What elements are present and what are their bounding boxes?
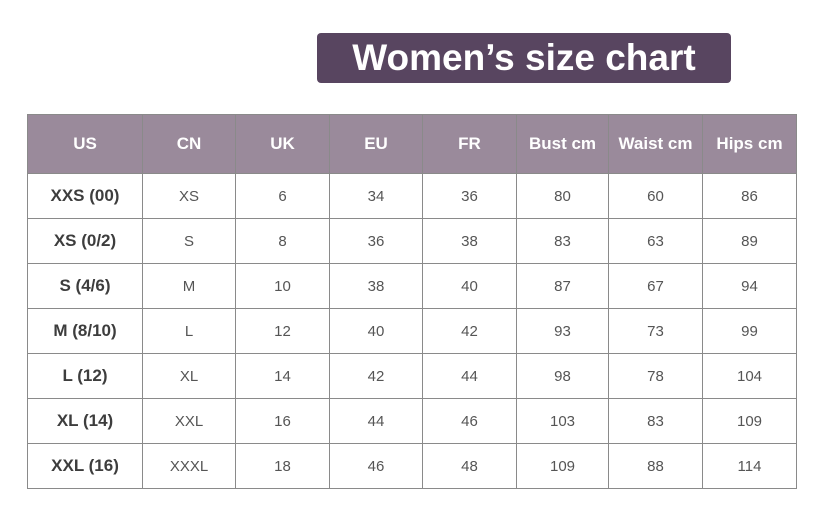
table-cell: 10 — [235, 263, 330, 309]
table-cell: 83 — [516, 218, 609, 264]
table-cell: 18 — [235, 443, 330, 489]
table-cell: 42 — [422, 308, 517, 354]
table-cell: 36 — [422, 173, 517, 219]
table-row: XS (0/2) S 8 36 38 83 63 89 — [27, 218, 797, 264]
table-cell: 34 — [329, 173, 423, 219]
table-cell: S — [142, 218, 236, 264]
table-row: L (12) XL 14 42 44 98 78 104 — [27, 353, 797, 399]
table-cell: 44 — [422, 353, 517, 399]
table-cell: 16 — [235, 398, 330, 444]
size-table: US CN UK EU FR Bust cm Waist cm Hips cm XXS (00… — [27, 114, 797, 489]
table-cell: XXL — [142, 398, 236, 444]
table-cell: XS (0/2) — [27, 218, 143, 264]
table-cell: 46 — [422, 398, 517, 444]
table-cell: 63 — [608, 218, 703, 264]
table-cell: 73 — [608, 308, 703, 354]
table-cell: 109 — [702, 398, 797, 444]
table-cell: 80 — [516, 173, 609, 219]
table-cell: 60 — [608, 173, 703, 219]
table-cell: 44 — [329, 398, 423, 444]
table-cell: 67 — [608, 263, 703, 309]
table-cell: 98 — [516, 353, 609, 399]
table-cell: XXL (16) — [27, 443, 143, 489]
column-header: EU — [329, 114, 423, 174]
table-cell: XXS (00) — [27, 173, 143, 219]
table-cell: M (8/10) — [27, 308, 143, 354]
table-cell: 48 — [422, 443, 517, 489]
table-row: XXS (00) XS 6 34 36 80 60 86 — [27, 173, 797, 219]
table-row: S (4/6) M 10 38 40 87 67 94 — [27, 263, 797, 309]
column-header: UK — [235, 114, 330, 174]
column-header: Waist cm — [608, 114, 703, 174]
table-cell: 14 — [235, 353, 330, 399]
table-cell: 78 — [608, 353, 703, 399]
table-cell: 83 — [608, 398, 703, 444]
table-cell: 89 — [702, 218, 797, 264]
table-cell: XXXL — [142, 443, 236, 489]
table-cell: 40 — [329, 308, 423, 354]
header-row: US CN UK EU FR Bust cm Waist cm Hips cm — [27, 114, 797, 174]
table-cell: 38 — [329, 263, 423, 309]
table-cell: 93 — [516, 308, 609, 354]
table-cell: 46 — [329, 443, 423, 489]
page-title: Women’s size chart — [317, 33, 731, 83]
table-cell: 88 — [608, 443, 703, 489]
table-cell: L (12) — [27, 353, 143, 399]
table-cell: L — [142, 308, 236, 354]
column-header: CN — [142, 114, 236, 174]
table-cell: 8 — [235, 218, 330, 264]
table-cell: XL (14) — [27, 398, 143, 444]
table-cell: 104 — [702, 353, 797, 399]
table-cell: 87 — [516, 263, 609, 309]
table-cell: 99 — [702, 308, 797, 354]
column-header: FR — [422, 114, 517, 174]
column-header: US — [27, 114, 143, 174]
table-cell: 114 — [702, 443, 797, 489]
table-cell: S (4/6) — [27, 263, 143, 309]
table-row: XXL (16) XXXL 18 46 48 109 88 114 — [27, 443, 797, 489]
table-cell: 12 — [235, 308, 330, 354]
table-cell: 109 — [516, 443, 609, 489]
table-cell: XL — [142, 353, 236, 399]
table-cell: 86 — [702, 173, 797, 219]
table-cell: 36 — [329, 218, 423, 264]
table-row: M (8/10) L 12 40 42 93 73 99 — [27, 308, 797, 354]
table-cell: XS — [142, 173, 236, 219]
table-cell: 94 — [702, 263, 797, 309]
table-cell: 42 — [329, 353, 423, 399]
table-cell: 38 — [422, 218, 517, 264]
column-header: Bust cm — [516, 114, 609, 174]
table-cell: M — [142, 263, 236, 309]
table-cell: 40 — [422, 263, 517, 309]
column-header: Hips cm — [702, 114, 797, 174]
table-row: XL (14) XXL 16 44 46 103 83 109 — [27, 398, 797, 444]
table-cell: 103 — [516, 398, 609, 444]
table-cell: 6 — [235, 173, 330, 219]
